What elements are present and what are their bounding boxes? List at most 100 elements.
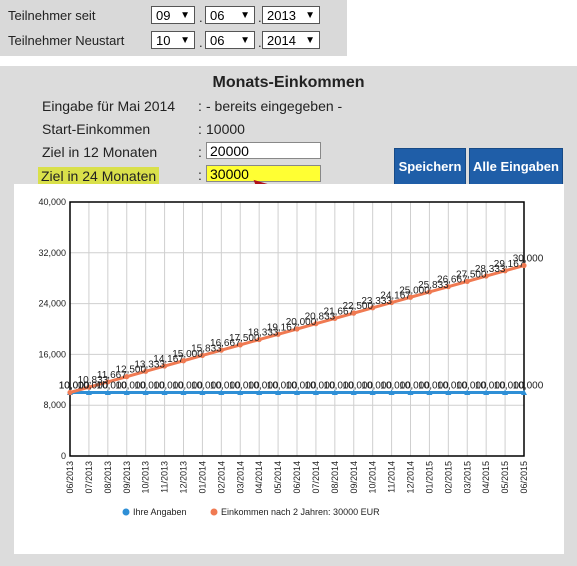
- seit-day-select[interactable]: 06 ▼: [205, 6, 255, 24]
- data-label: 25,000: [399, 285, 430, 296]
- data-point: [370, 305, 376, 311]
- data-point: [388, 299, 395, 306]
- seit-month-value: 09: [156, 8, 171, 23]
- legend-label: Ihre Angaben: [133, 507, 187, 517]
- date-separator: .: [258, 10, 262, 25]
- data-label: 10,000: [286, 381, 317, 392]
- save-button[interactable]: Speichern: [394, 148, 466, 186]
- seit-year-select[interactable]: 2013 ▼: [262, 6, 320, 24]
- neustart-month-select[interactable]: 10 ▼: [151, 31, 195, 49]
- data-label: 10,000: [134, 381, 165, 392]
- data-label: 19,167: [267, 322, 298, 333]
- chevron-down-icon: ▼: [305, 35, 315, 46]
- x-tick-label: 11/2014: [387, 461, 397, 493]
- data-label: 10,000: [115, 381, 146, 392]
- data-label: 10,000: [342, 381, 373, 392]
- data-label: 21,667: [324, 306, 355, 317]
- x-tick-label: 05/2014: [273, 461, 283, 494]
- x-tick-label: 03/2015: [462, 461, 472, 494]
- data-point: [123, 389, 130, 395]
- x-tick-label: 10/2013: [141, 461, 151, 494]
- data-label: 10,000: [97, 381, 128, 392]
- data-label: 10,833: [78, 375, 109, 386]
- legend-marker: [122, 508, 130, 516]
- date-separator: .: [199, 35, 203, 50]
- ziel24-input[interactable]: 30000: [206, 165, 321, 182]
- data-point: [124, 374, 130, 380]
- x-tick-label: 09/2013: [122, 461, 132, 494]
- data-point: [407, 294, 414, 300]
- ziel12-input[interactable]: 20000: [206, 142, 321, 159]
- eingabe-value: - bereits eingegeben -: [206, 98, 343, 114]
- colon: :: [198, 144, 202, 160]
- x-tick-label: 11/2013: [160, 461, 170, 493]
- data-point: [256, 336, 262, 343]
- x-tick-label: 01/2015: [424, 461, 434, 494]
- start-row: Start-Einkommen : 10000: [38, 119, 368, 139]
- data-label: 10,000: [191, 381, 222, 392]
- data-label: 16,667: [210, 338, 241, 349]
- data-point: [351, 310, 357, 316]
- seit-month-select[interactable]: 09 ▼: [151, 6, 195, 24]
- y-tick-label: 32,000: [38, 248, 66, 258]
- data-label: 10,000: [59, 381, 90, 392]
- colon: :: [198, 98, 202, 114]
- chevron-down-icon: ▼: [305, 10, 315, 21]
- colon: :: [198, 121, 202, 137]
- x-tick-label: 02/2015: [443, 461, 453, 494]
- neustart-month-value: 10: [156, 33, 171, 48]
- x-tick-label: 03/2014: [235, 461, 245, 494]
- y-tick-label: 40,000: [38, 197, 66, 207]
- data-label: 10,000: [437, 381, 468, 392]
- teilnehmer-seit-row: Teilnehmer seit 09 ▼ . 06 ▼ . 2013 ▼: [8, 6, 348, 26]
- data-label: 10,000: [153, 381, 184, 392]
- legend-marker: [210, 508, 218, 516]
- income-chart: 0 8,000 16,000 24,000 32,000 40,000 06/2013 07/…: [14, 184, 564, 554]
- neustart-year-select[interactable]: 2014 ▼: [262, 31, 320, 49]
- colon: :: [198, 167, 202, 183]
- data-label: 10,000: [380, 381, 411, 392]
- data-label: 10,000: [494, 381, 525, 392]
- data-point: [294, 389, 300, 395]
- chevron-down-icon: ▼: [240, 10, 250, 21]
- chevron-down-icon: ▼: [240, 35, 250, 46]
- data-point: [445, 389, 452, 395]
- data-point: [483, 389, 490, 395]
- y-tick-label: 8,000: [43, 400, 66, 410]
- data-point: [275, 389, 282, 395]
- data-label: 23,333: [361, 296, 392, 307]
- x-tick-label: 07/2013: [84, 461, 94, 494]
- data-label: 10,000: [248, 381, 279, 392]
- data-point: [502, 268, 508, 274]
- data-point: [218, 347, 224, 353]
- x-tick-label: 12/2014: [406, 461, 416, 494]
- seit-day-value: 06: [210, 8, 225, 23]
- data-point: [142, 389, 149, 395]
- data-label: 25,833: [418, 280, 449, 291]
- data-point: [312, 389, 319, 395]
- all-entries-button[interactable]: Alle Eingaben: [469, 148, 563, 186]
- x-tick-label: 07/2014: [311, 461, 321, 494]
- data-label: 15,833: [191, 343, 222, 354]
- data-label: 10,000: [305, 381, 336, 392]
- x-tick-label: 06/2013: [65, 461, 75, 494]
- x-tick-label: 06/2014: [292, 461, 302, 494]
- data-label: 27,500: [456, 269, 487, 280]
- data-point: [237, 342, 243, 348]
- data-point: [313, 321, 319, 327]
- data-point: [275, 331, 281, 337]
- data-point: [464, 278, 470, 284]
- data-point: [445, 284, 451, 290]
- data-label: 26,667: [437, 275, 468, 286]
- data-label: 12,500: [115, 365, 146, 376]
- ziel12-row: Ziel in 12 Monaten : 20000: [38, 142, 368, 162]
- data-label: 17,500: [229, 333, 260, 344]
- x-tick-label: 10/2014: [368, 461, 378, 494]
- y-tick-label: 24,000: [38, 299, 66, 309]
- data-label: 10,000: [78, 381, 109, 392]
- data-point: [180, 358, 187, 364]
- data-point: [86, 384, 92, 390]
- eingabe-row: Eingabe für Mai 2014 : - bereits eingege…: [38, 96, 368, 116]
- neustart-year-value: 2014: [267, 33, 296, 48]
- neustart-day-select[interactable]: 06 ▼: [205, 31, 255, 49]
